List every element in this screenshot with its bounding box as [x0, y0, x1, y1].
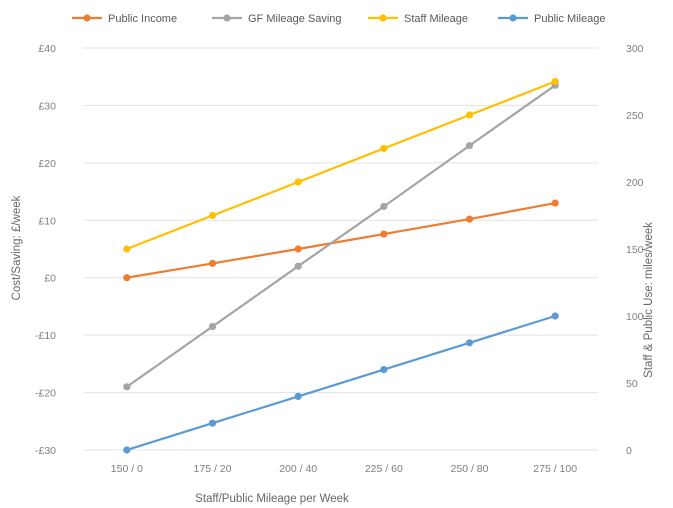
series-line: [126, 314, 556, 452]
series-staff-mileage: [123, 77, 559, 253]
x-tick-label: 275 / 100: [533, 463, 577, 475]
x-axis-ticks: 150 / 0 175 / 20 200 / 40 225 / 60 250 / 80 2…: [111, 463, 577, 475]
left-tick-label: -£20: [35, 388, 56, 400]
data-point: [465, 339, 474, 347]
left-axis-ticks: -£30 -£20 -£10 £0 £10 £20 £30 £40: [35, 43, 56, 457]
data-point: [294, 245, 302, 253]
data-point: [123, 383, 131, 391]
right-tick-label: 150: [626, 244, 644, 256]
legend-item: GF Mileage Saving: [212, 13, 342, 25]
x-tick-label: 250 / 80: [451, 463, 489, 475]
right-tick-label: 0: [626, 445, 632, 457]
series-public-mileage: [123, 312, 559, 454]
x-tick-label: 225 / 60: [365, 463, 403, 475]
left-tick-label: £20: [38, 158, 56, 170]
legend-label: Public Income: [108, 13, 177, 25]
data-point: [123, 274, 131, 282]
series-line: [126, 202, 556, 279]
legend-item: Staff Mileage: [368, 13, 468, 25]
series-gf-mileage-saving: [123, 81, 559, 391]
series-line: [126, 84, 556, 388]
data-point: [208, 322, 217, 331]
left-tick-label: -£10: [35, 330, 56, 342]
legend-item: Public Mileage: [498, 13, 606, 25]
legend-label: Staff Mileage: [404, 13, 468, 25]
right-tick-label: 200: [626, 177, 644, 189]
series-lines: [123, 77, 559, 454]
left-y-axis-title: Cost/Saving: £/week: [11, 195, 23, 300]
legend-label: GF Mileage Saving: [248, 13, 342, 25]
data-point: [380, 366, 388, 374]
data-point: [208, 419, 217, 427]
legend-marker: [83, 14, 91, 22]
data-point: [380, 144, 388, 153]
right-tick-label: 100: [626, 311, 644, 323]
data-point: [551, 77, 559, 86]
right-axis-ticks: 0 50 100 150 200 250 300: [626, 43, 644, 457]
data-point: [123, 245, 131, 253]
left-tick-label: £40: [38, 43, 56, 55]
data-point: [294, 262, 302, 270]
data-point: [294, 178, 302, 186]
data-point: [380, 230, 388, 238]
data-point: [465, 142, 474, 150]
legend: Public Income GF Mileage Saving Staff Mile…: [72, 13, 606, 25]
legend-marker: [509, 14, 517, 22]
data-point: [208, 211, 217, 220]
data-point: [380, 202, 388, 211]
right-y-axis-title: Staff & Public Use: miles/week: [643, 222, 655, 378]
x-tick-label: 175 / 20: [194, 463, 232, 475]
series-line: [126, 80, 556, 251]
left-tick-label: £30: [38, 100, 56, 112]
left-tick-label: -£30: [35, 445, 56, 457]
legend-label: Public Mileage: [534, 13, 606, 25]
right-tick-label: 300: [626, 43, 644, 55]
data-point: [551, 199, 559, 207]
series-public-income: [123, 199, 559, 282]
legend-item: Public Income: [72, 13, 177, 25]
right-tick-label: 50: [626, 378, 638, 390]
x-tick-label: 150 / 0: [111, 463, 143, 475]
left-tick-label: £0: [44, 273, 56, 285]
data-point: [294, 392, 302, 400]
x-axis-title: Staff/Public Mileage per Week: [195, 493, 349, 505]
data-point: [551, 312, 559, 320]
data-point: [465, 215, 474, 223]
right-tick-label: 250: [626, 110, 644, 122]
left-tick-label: £10: [38, 215, 56, 227]
data-point: [208, 259, 217, 267]
x-tick-label: 200 / 40: [279, 463, 317, 475]
legend-marker: [223, 14, 231, 22]
data-point: [465, 111, 474, 119]
gridlines: [84, 47, 598, 451]
data-point: [123, 446, 131, 454]
legend-marker: [379, 14, 387, 22]
